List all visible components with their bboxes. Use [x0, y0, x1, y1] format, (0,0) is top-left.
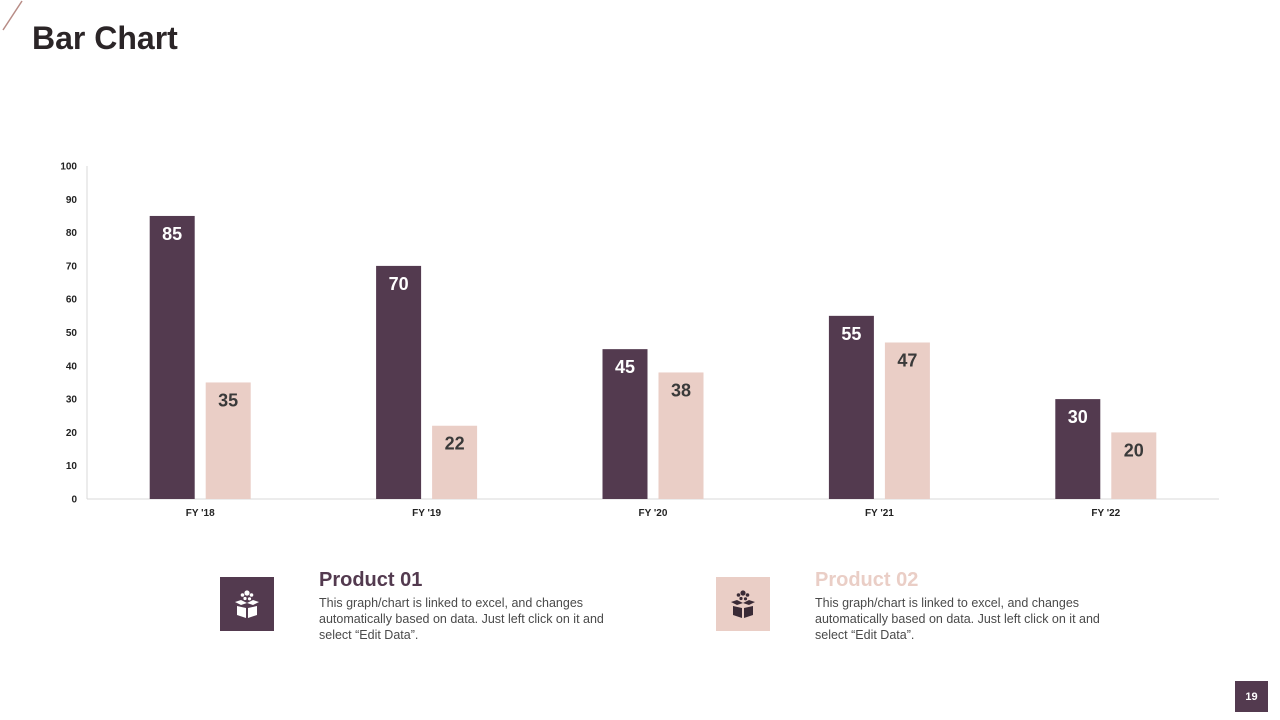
product-02-icon-box: [716, 577, 770, 631]
bar-product-1: [376, 265, 422, 499]
y-tick-label: 10: [66, 461, 78, 472]
x-tick-label: FY '19: [412, 508, 441, 519]
product-01-icon-box: [220, 577, 274, 631]
x-tick-label: FY '21: [865, 508, 894, 519]
x-tick-label: FY '20: [639, 508, 668, 519]
y-tick-label: 20: [66, 428, 78, 439]
bar-data-label: 35: [218, 390, 238, 410]
product-01-title: Product 01: [319, 569, 423, 591]
y-tick-label: 90: [66, 195, 78, 206]
y-tick-label: 0: [71, 495, 77, 506]
bar-product-2: [658, 372, 704, 499]
gift-box-icon: [235, 590, 259, 618]
y-tick-label: 50: [66, 328, 78, 339]
bar-data-label: 45: [615, 357, 635, 377]
y-tick-label: 30: [66, 395, 78, 406]
x-tick-label: FY '22: [1091, 508, 1120, 519]
bar-product-2: [1111, 432, 1157, 499]
bar-data-label: 55: [841, 324, 861, 344]
corner-accent-line: [2, 0, 23, 31]
y-tick-label: 60: [66, 295, 78, 306]
bar-data-label: 38: [671, 380, 691, 400]
y-tick-label: 100: [60, 162, 77, 173]
y-tick-label: 70: [66, 261, 78, 272]
x-tick-label: FY '18: [186, 508, 215, 519]
product-01-description: This graph/chart is linked to excel, and…: [319, 596, 604, 642]
bar-data-label: 85: [162, 224, 182, 244]
bar-data-label: 70: [389, 274, 409, 294]
product-02-description: This graph/chart is linked to excel, and…: [815, 596, 1100, 642]
bar-data-label: 20: [1124, 440, 1144, 460]
bar-data-label: 22: [445, 434, 465, 454]
bar-product-2: [884, 342, 930, 499]
bar-product-2: [205, 382, 251, 499]
bar-product-1: [828, 315, 874, 499]
gift-box-icon: [731, 590, 755, 618]
bar-product-1: [602, 349, 648, 499]
y-tick-label: 80: [66, 228, 78, 239]
bar-data-label: 47: [897, 350, 917, 370]
page-number: 19: [1235, 681, 1268, 712]
y-tick-label: 40: [66, 361, 78, 372]
bar-product-2: [432, 425, 478, 499]
bar-product-1: [149, 215, 195, 499]
product-02-title: Product 02: [815, 569, 919, 591]
bar-data-label: 30: [1068, 407, 1088, 427]
page-title: Bar Chart: [32, 20, 178, 56]
bar-product-1: [1055, 399, 1101, 499]
